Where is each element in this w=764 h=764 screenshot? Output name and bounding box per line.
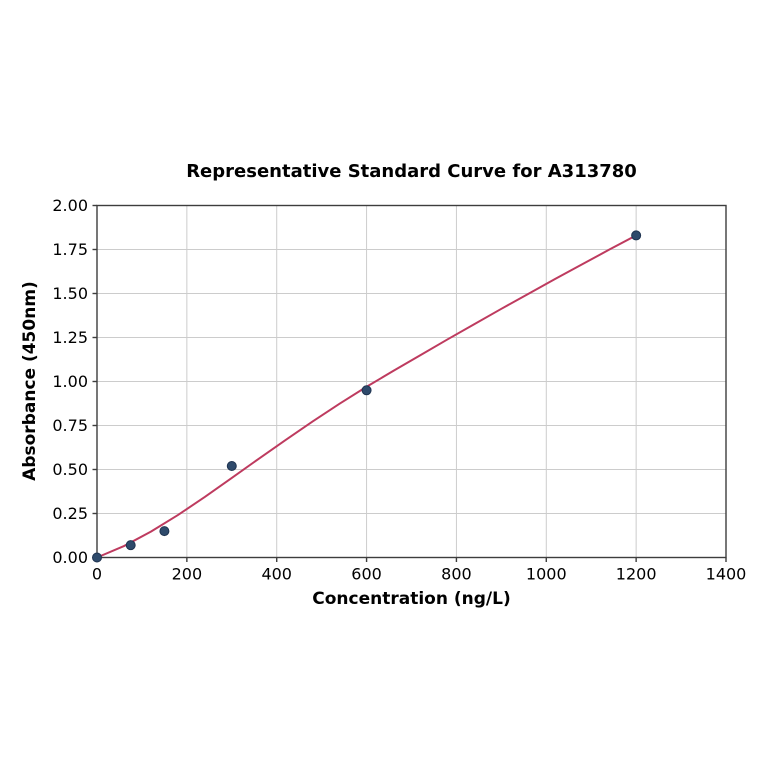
x-tick-label: 400 bbox=[261, 565, 292, 584]
x-tick-label: 600 bbox=[351, 565, 382, 584]
data-point-marker bbox=[631, 230, 642, 241]
y-tick-label: 2.00 bbox=[52, 196, 88, 215]
x-tick-label: 1000 bbox=[526, 565, 567, 584]
chart-title: Representative Standard Curve for A31378… bbox=[186, 161, 637, 182]
x-tick-label: 1400 bbox=[706, 565, 747, 584]
x-tick-label: 1200 bbox=[616, 565, 657, 584]
x-axis-label: Concentration (ng/L) bbox=[312, 589, 511, 609]
data-point-marker bbox=[361, 385, 372, 396]
y-tick-label: 1.00 bbox=[52, 372, 88, 391]
y-axis-label: Absorbance (450nm) bbox=[20, 281, 40, 481]
data-point-marker bbox=[92, 552, 102, 563]
x-tick-label: 200 bbox=[172, 565, 203, 584]
data-point-marker bbox=[125, 540, 136, 551]
y-axis-label-area: Absorbance (450nm) bbox=[10, 205, 50, 557]
y-tick-label: 1.75 bbox=[52, 240, 88, 259]
y-tick-label: 1.25 bbox=[52, 328, 88, 347]
data-point-marker bbox=[159, 526, 170, 537]
x-tick-label: 800 bbox=[441, 565, 472, 584]
x-tick-label: 0 bbox=[92, 565, 102, 584]
data-point-marker bbox=[226, 460, 237, 471]
y-tick-label: 0.25 bbox=[52, 504, 88, 523]
y-tick-label: 0.75 bbox=[52, 416, 88, 435]
y-tick-label: 0.50 bbox=[52, 460, 88, 479]
y-tick-label: 1.50 bbox=[52, 284, 88, 303]
y-tick-label: 0.00 bbox=[52, 548, 88, 567]
